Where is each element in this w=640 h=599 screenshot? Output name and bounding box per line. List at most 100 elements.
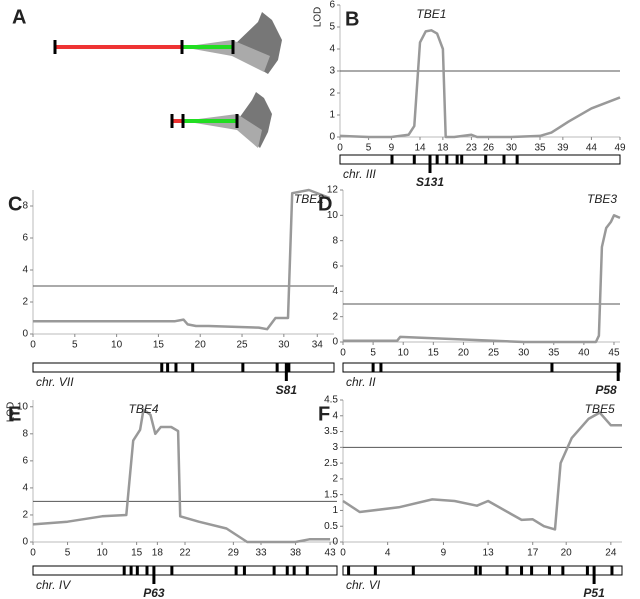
marker-tick (547, 566, 551, 575)
x-tick-label: 5 (65, 548, 71, 559)
x-tick-label: 13 (483, 548, 495, 559)
x-tick-label: 33 (255, 548, 267, 559)
marker-tick (610, 566, 614, 575)
panel-letter: A (12, 6, 26, 28)
marker-tick (478, 566, 482, 575)
marker-tick (160, 363, 164, 372)
marker-tick (242, 566, 246, 575)
marker-tick (241, 363, 245, 372)
marker-tick (285, 566, 289, 575)
x-tick-label: 29 (228, 548, 240, 559)
panel-letter: D (318, 193, 332, 215)
marker-tick (122, 566, 126, 575)
x-tick-label: 9 (441, 548, 447, 559)
y-tick-label: 8 (22, 201, 28, 212)
y-tick-label: 0 (329, 132, 335, 143)
x-tick-label: 30 (506, 143, 518, 154)
marker-tick (174, 363, 178, 372)
x-tick-label: 15 (131, 548, 143, 559)
marker-tick (520, 566, 524, 575)
marker-tick (585, 566, 589, 575)
y-tick-label: 2 (22, 297, 28, 308)
marker-tick (530, 566, 534, 575)
x-tick-label: 23 (466, 143, 478, 154)
gene-label: TBE3 (587, 192, 617, 206)
y-tick-label: 3 (332, 442, 338, 453)
y-tick-label: 0 (22, 329, 28, 340)
chromosome-label: chr. III (343, 167, 377, 181)
y-tick-label: 4 (22, 483, 28, 494)
y-tick-label: 2 (332, 474, 338, 485)
chromosome-bar (342, 565, 623, 576)
x-tick-label: 44 (586, 143, 598, 154)
marker-tick (561, 566, 565, 575)
panel-letter: B (345, 8, 359, 30)
panel-letter: E (8, 403, 21, 425)
marker-label: P63 (143, 586, 165, 599)
marker-tick (292, 566, 296, 575)
x-tick-label: 38 (290, 548, 302, 559)
y-tick-label: 10 (17, 401, 29, 412)
marker-tick (412, 155, 416, 164)
gene-label: TBE4 (129, 402, 159, 416)
marker-tick (305, 566, 309, 575)
y-tick-label: 3 (329, 66, 335, 77)
x-tick-label: 0 (340, 348, 346, 359)
y-tick-label: 4 (329, 44, 335, 55)
marker-tick (445, 155, 449, 164)
chromosome-bar (32, 362, 335, 373)
x-tick-label: 4 (385, 548, 391, 559)
y-tick-label: 1.5 (324, 489, 338, 500)
x-tick-label: 39 (557, 143, 569, 154)
lod-curve (342, 411, 622, 531)
chromosome-bar (342, 362, 621, 373)
y-tick-label: 6 (22, 455, 28, 466)
x-tick-label: 5 (366, 143, 372, 154)
chromosome-bar (32, 565, 338, 576)
chromosome-label: chr. II (346, 375, 376, 389)
y-tick-label: 0 (332, 537, 338, 548)
x-tick-label: 0 (340, 548, 346, 559)
x-tick-label: 10 (398, 348, 410, 359)
marker-tick (347, 566, 351, 575)
x-tick-label: 25 (488, 348, 500, 359)
marker-tick (166, 363, 170, 372)
fin-shape (232, 12, 282, 74)
x-tick-label: 15 (428, 348, 440, 359)
chromosome-label: chr. VII (36, 375, 74, 389)
x-tick-label: 20 (458, 348, 470, 359)
marker-tick (371, 363, 375, 372)
marker-tick (411, 566, 415, 575)
marker-tick (234, 566, 238, 575)
y-tick-label: 4 (22, 265, 28, 276)
y-tick-label: 8 (332, 235, 338, 246)
marker-tick (460, 155, 464, 164)
y-tick-label: 0 (332, 337, 338, 348)
highlight-marker (592, 566, 596, 584)
y-tick-label: 2 (22, 510, 28, 521)
marker-tick (550, 363, 554, 372)
panel-a-diagram: A (12, 6, 282, 148)
gene-label: TBE1 (416, 7, 446, 21)
x-tick-label: 18 (152, 548, 164, 559)
x-tick-label: 49 (614, 143, 626, 154)
y-tick-label: 10 (327, 210, 339, 221)
marker-tick (435, 155, 439, 164)
x-tick-label: 5 (370, 348, 376, 359)
y-tick-label: 6 (332, 261, 338, 272)
y-tick-label: 3.5 (324, 426, 338, 437)
marker-tick (135, 566, 139, 575)
marker-tick (474, 566, 478, 575)
chromosome-label: chr. IV (36, 578, 71, 592)
x-tick-label: 10 (111, 340, 123, 351)
marker-tick (484, 155, 488, 164)
marker-tick (170, 566, 174, 575)
y-tick-label: 0.5 (324, 521, 338, 532)
panel-letter: F (318, 403, 330, 425)
y-axis-label: LOD (313, 7, 324, 28)
y-tick-label: 6 (22, 233, 28, 244)
y-tick-label: 1 (332, 505, 338, 516)
y-tick-label: 2.5 (324, 458, 338, 469)
y-tick-label: 4 (332, 410, 338, 421)
x-tick-label: 0 (30, 340, 36, 351)
